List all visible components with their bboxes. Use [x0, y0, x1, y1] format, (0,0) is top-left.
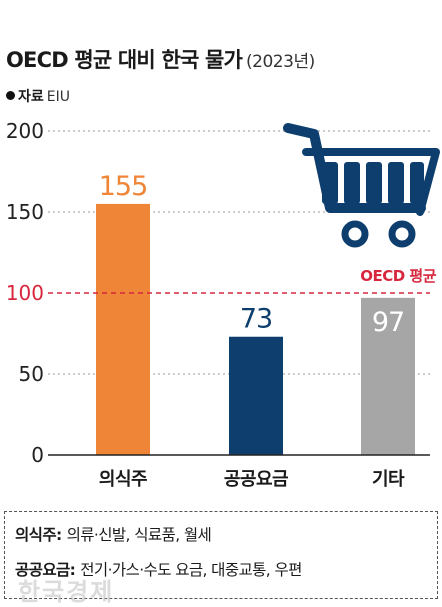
y-tick-label: 50	[19, 362, 44, 386]
bar-layer: 155 73 97	[96, 171, 415, 455]
y-tick-label: 200	[6, 119, 44, 143]
bar	[361, 297, 415, 455]
x-tick-label: 공공요금	[224, 469, 288, 490]
y-tick-label: 100	[6, 281, 44, 305]
chart-title-year: (2023년)	[246, 52, 315, 72]
source-label: 자료	[18, 89, 44, 105]
reference-layer: OECD 평균	[48, 267, 437, 294]
footnote-line: 공공요금: 전기·가스·수도 요금, 대중교통, 우편	[15, 555, 427, 590]
y-tick-label: 0	[31, 443, 44, 467]
y-tick-label: 150	[6, 200, 44, 224]
bar-value-label: 73	[240, 304, 272, 335]
footnote-box: 의식주: 의류·신발, 식료품, 월세 공공요금: 전기·가스·수도 요금, 대중교…	[4, 511, 438, 599]
reference-line-label: OECD 평균	[360, 267, 436, 285]
x-tick-label: 기타	[372, 469, 405, 490]
chart-title-text: OECD 평균 대비 한국 물가	[6, 48, 243, 72]
x-tick-label: 의식주	[99, 469, 147, 490]
watermark: 한국경제	[18, 578, 115, 606]
bar	[229, 336, 283, 455]
axis-layer: 0 50 100 150 200 의식주 공공요금 기타	[6, 119, 430, 490]
bar-chart: 155 73 97 OECD 평균 0 50 100 150 200 의식주 공공요금 기타	[6, 119, 440, 490]
footnote-line: 의식주: 의류·신발, 식료품, 월세	[15, 520, 427, 555]
shopping-cart-icon	[283, 123, 440, 248]
bullet-icon	[6, 91, 15, 100]
bar-value-label: 155	[99, 171, 148, 202]
source-value: EIU	[46, 89, 70, 105]
footnote-value: 전기·가스·수도 요금, 대중교통, 우편	[80, 561, 302, 579]
footnote-key: 공공요금:	[15, 561, 76, 579]
bar	[96, 203, 150, 455]
chart-title: OECD 평균 대비 한국 물가 (2023년)	[6, 44, 315, 74]
source-line: 자료 EIU	[6, 86, 70, 106]
footnote-value: 의류·신발, 식료품, 월세	[66, 526, 212, 544]
footnote-key: 의식주:	[15, 526, 62, 544]
bar-value-label: 97	[372, 307, 404, 338]
